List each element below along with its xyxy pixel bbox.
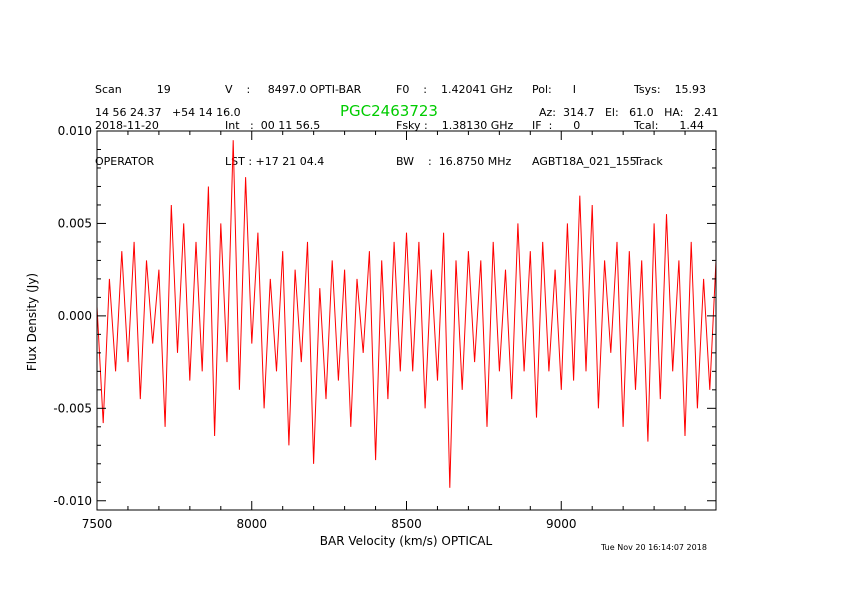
y-tick-label: 0.010	[58, 124, 92, 138]
header-col-frequency: F0 : 1.42041 GHz Fsky : 1.38130 GHz BW :…	[396, 60, 513, 180]
header-col-pol: Pol: I IF : 0 AGBT18A_021_155	[532, 60, 637, 180]
y-tick-label: 0.000	[58, 309, 92, 323]
header-col-scan: Scan 19 2018-11-20 OPERATOR	[95, 60, 171, 180]
y-tick-label: 0.005	[58, 216, 92, 230]
bw-line: BW : 16.8750 MHz	[396, 155, 512, 168]
velocity-line: V : 8497.0 OPTI-BAR	[225, 83, 362, 96]
x-tick-label: 7500	[82, 517, 113, 531]
plot-frame	[96, 130, 717, 511]
scan-line: Scan 19	[95, 83, 171, 96]
plot-layer	[96, 140, 717, 488]
coordinates: 14 56 24.37 +54 14 16.0	[95, 106, 241, 119]
x-tick-label: 9000	[546, 517, 577, 531]
tsys-line: Tsys: 15.93	[634, 83, 707, 96]
axis-layer: 7500 8000 8500 9000 -0.010 -0.005 0.000 0.005 0.…	[53, 124, 717, 531]
source-name: PGC2463723	[340, 102, 438, 120]
y-tick-label: -0.005	[53, 401, 92, 415]
y-tick-label: -0.010	[53, 494, 92, 508]
az-el-ha: Az: 314.7 El: 61.0 HA: 2.41	[539, 106, 719, 119]
track-line: Track	[634, 155, 663, 168]
fsky-line: Fsky : 1.38130 GHz	[396, 119, 514, 132]
header-col-tsys: Tsys: 15.93 Tcal: 1.44 Track	[634, 60, 706, 180]
f0-line: F0 : 1.42041 GHz	[396, 83, 513, 96]
operator-line: OPERATOR	[95, 155, 155, 168]
project-line: AGBT18A_021_155	[532, 155, 637, 168]
lst-line: LST : +17 21 04.4	[225, 155, 325, 168]
x-tick-label: 8000	[236, 517, 267, 531]
x-tick-label: 8500	[391, 517, 422, 531]
if-line: IF : 0	[532, 119, 581, 132]
date-line: 2018-11-20	[95, 119, 159, 132]
y-axis-label: Flux Density (Jy)	[25, 273, 39, 371]
pol-line: Pol: I	[532, 83, 576, 96]
integration-line: Int : 00 11 56.5	[225, 119, 321, 132]
header-col-velocity: V : 8497.0 OPTI-BAR Int : 00 11 56.5 LST…	[225, 60, 361, 180]
x-axis-label: BAR Velocity (km/s) OPTICAL	[320, 534, 493, 548]
tcal-line: Tcal: 1.44	[634, 119, 704, 132]
spectrum-line	[96, 140, 717, 488]
plot-timestamp: Tue Nov 20 16:14:07 2018	[601, 543, 707, 552]
